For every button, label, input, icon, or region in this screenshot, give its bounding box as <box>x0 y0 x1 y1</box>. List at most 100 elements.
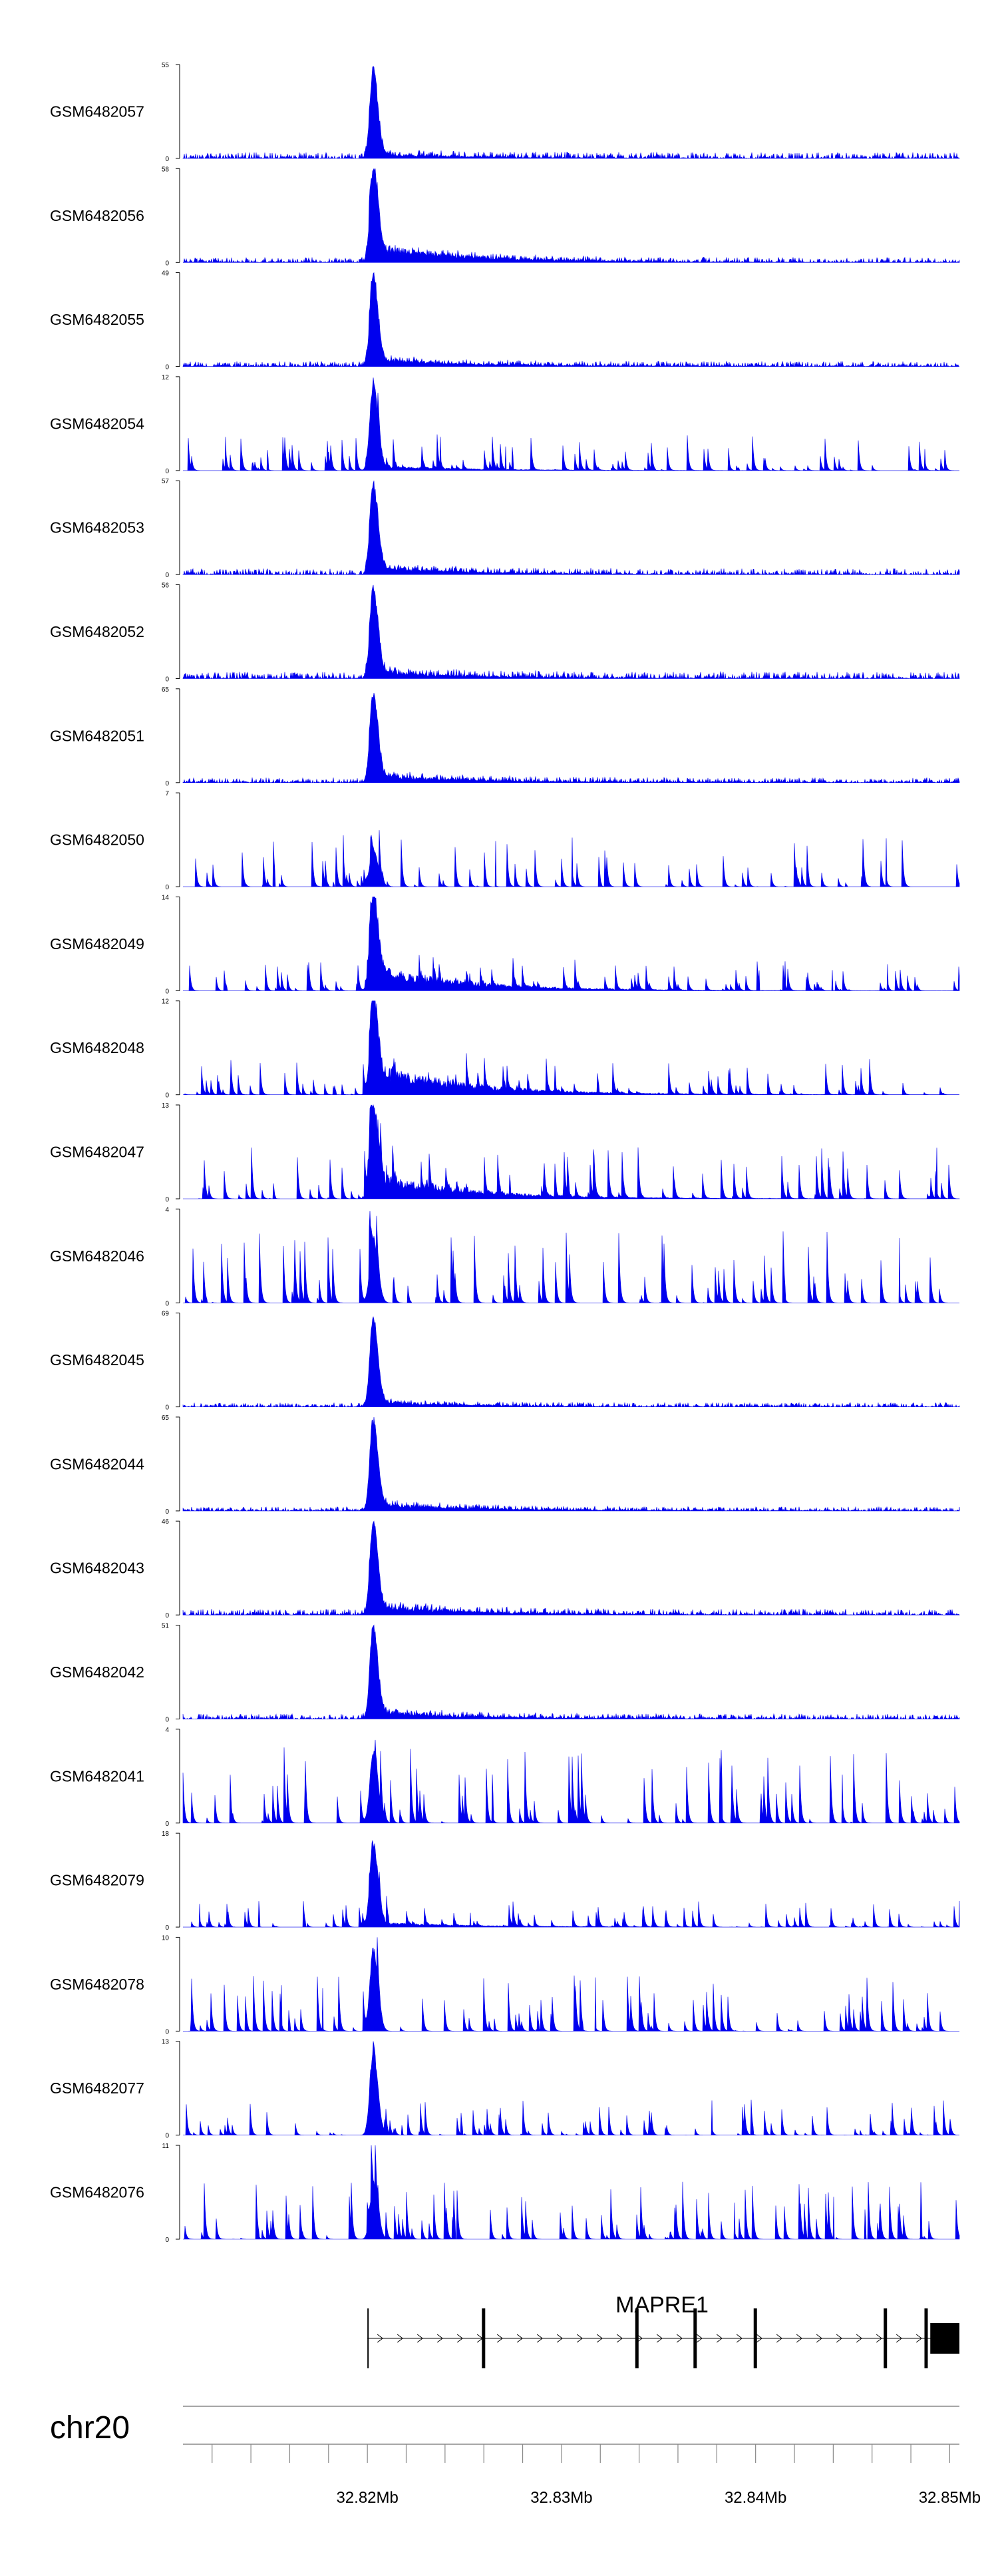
axis-tick-label: 32.85Mb <box>919 2489 981 2507</box>
gene-track: MAPRE1 <box>367 2292 959 2368</box>
y-axis-max-label: 65 <box>162 1414 170 1422</box>
exon <box>693 2308 697 2368</box>
track-label: GSM6482043 <box>50 1560 144 1577</box>
y-axis-max-label: 58 <box>162 166 170 173</box>
y-axis-min-label: 0 <box>165 2237 169 2244</box>
y-axis-max-label: 12 <box>162 374 170 381</box>
y-axis-max-label: 49 <box>162 270 170 278</box>
strand-arrow <box>596 2334 603 2343</box>
y-axis-min-label: 0 <box>165 1092 169 1100</box>
axis-tick-label: 32.83Mb <box>530 2489 592 2507</box>
track-label: GSM6482057 <box>50 103 144 120</box>
strand-arrow <box>836 2334 842 2343</box>
gene-name-label: MAPRE1 <box>615 2292 709 2318</box>
track-label: GSM6482046 <box>50 1247 144 1265</box>
track-GSM6482047: GSM6482047 13 0 <box>50 1102 960 1203</box>
strand-arrow <box>716 2334 723 2343</box>
track-GSM6482077: GSM6482077 13 0 <box>50 2039 960 2140</box>
exon <box>367 2308 369 2368</box>
track-label: GSM6482048 <box>50 1039 144 1056</box>
strand-arrow <box>796 2334 802 2343</box>
strand-arrow <box>676 2334 683 2343</box>
strand-arrow <box>756 2334 762 2343</box>
chromosome-label: chr20 <box>50 2410 130 2446</box>
y-axis-max-label: 46 <box>162 1518 170 1526</box>
track-label: GSM6482051 <box>50 727 144 744</box>
strand-arrow <box>456 2334 463 2343</box>
track-label: GSM6482079 <box>50 1872 144 1889</box>
track-label: GSM6482047 <box>50 1144 144 1161</box>
y-axis-min-label: 0 <box>165 1924 169 1932</box>
track-GSM6482044: GSM6482044 65 0 <box>50 1414 960 1516</box>
strand-arrow <box>636 2334 643 2343</box>
coverage-area <box>182 1316 960 1408</box>
coverage-area <box>183 2145 960 2240</box>
track-label: GSM6482045 <box>50 1351 144 1369</box>
y-axis-min-label: 0 <box>165 1821 169 1828</box>
track-label: GSM6482041 <box>50 1767 144 1785</box>
y-axis-min-label: 0 <box>165 364 169 371</box>
track-GSM6482057: GSM6482057 55 0 <box>50 62 960 163</box>
track-GSM6482050: GSM6482050 7 0 <box>50 790 960 891</box>
coverage-area <box>183 1000 960 1096</box>
y-axis-max-label: 51 <box>162 1623 170 1630</box>
track-GSM6482052: GSM6482052 56 0 <box>50 582 960 684</box>
track-label: GSM6482054 <box>50 415 144 432</box>
y-axis-max-label: 56 <box>162 582 170 590</box>
y-axis-max-label: 13 <box>162 1102 170 1110</box>
strand-arrow <box>816 2334 822 2343</box>
coverage-area <box>183 168 960 264</box>
track-GSM6482054: GSM6482054 12 0 <box>50 374 959 475</box>
strand-arrow <box>576 2334 583 2343</box>
y-axis-max-label: 7 <box>165 790 169 797</box>
y-axis-max-label: 55 <box>162 62 170 69</box>
track-GSM6482041: GSM6482041 4 0 <box>50 1727 960 1828</box>
coverage-area <box>183 2041 960 2136</box>
y-axis-min-label: 0 <box>165 1508 169 1516</box>
coverage-area <box>182 692 960 783</box>
strand-arrow <box>896 2334 902 2343</box>
strand-arrow <box>696 2334 703 2343</box>
track-label: GSM6482050 <box>50 831 144 849</box>
chromosome-axis: chr20 32.82Mb 32.83Mb 32.84Mb 32.85Mb <box>50 2406 981 2507</box>
y-axis-min-label: 0 <box>165 988 169 995</box>
coverage-area <box>182 1416 960 1512</box>
coverage-area <box>182 66 960 160</box>
strand-arrow <box>656 2334 663 2343</box>
track-GSM6482051: GSM6482051 65 0 <box>50 686 960 787</box>
y-axis-max-label: 57 <box>162 478 170 485</box>
track-GSM6482049: GSM6482049 14 0 <box>50 894 960 995</box>
track-label: GSM6482056 <box>50 207 144 224</box>
coverage-area <box>182 272 959 367</box>
coverage-area <box>183 830 960 887</box>
coverage-area <box>183 1937 959 2032</box>
strand-arrow <box>436 2334 443 2343</box>
coverage-area <box>182 1624 960 1720</box>
y-axis-max-label: 65 <box>162 686 170 694</box>
y-axis-max-label: 4 <box>165 1206 169 1213</box>
exon <box>930 2323 959 2354</box>
strand-arrow <box>876 2334 882 2343</box>
y-axis-min-label: 0 <box>165 1717 169 1724</box>
y-axis-min-label: 0 <box>165 1300 169 1307</box>
track-label: GSM6482052 <box>50 623 144 640</box>
y-axis-max-label: 13 <box>162 2039 170 2046</box>
y-axis-max-label: 10 <box>162 1934 170 1942</box>
y-axis-min-label: 0 <box>165 1196 169 1203</box>
y-axis-max-label: 11 <box>162 2143 170 2150</box>
strand-arrow <box>915 2334 922 2343</box>
track-GSM6482046: GSM6482046 4 0 <box>50 1206 959 1307</box>
strand-arrow <box>856 2334 862 2343</box>
exon <box>924 2308 928 2368</box>
y-axis-min-label: 0 <box>165 780 169 787</box>
strand-arrow <box>556 2334 563 2343</box>
exon <box>753 2308 757 2368</box>
y-axis-min-label: 0 <box>165 156 169 163</box>
y-axis-min-label: 0 <box>165 1612 169 1619</box>
coverage-area <box>182 1520 960 1616</box>
y-axis-min-label: 0 <box>165 1404 169 1412</box>
y-axis-max-label: 4 <box>165 1727 169 1734</box>
y-axis-min-label: 0 <box>165 676 169 684</box>
exon <box>635 2308 639 2368</box>
strand-arrow <box>496 2334 503 2343</box>
